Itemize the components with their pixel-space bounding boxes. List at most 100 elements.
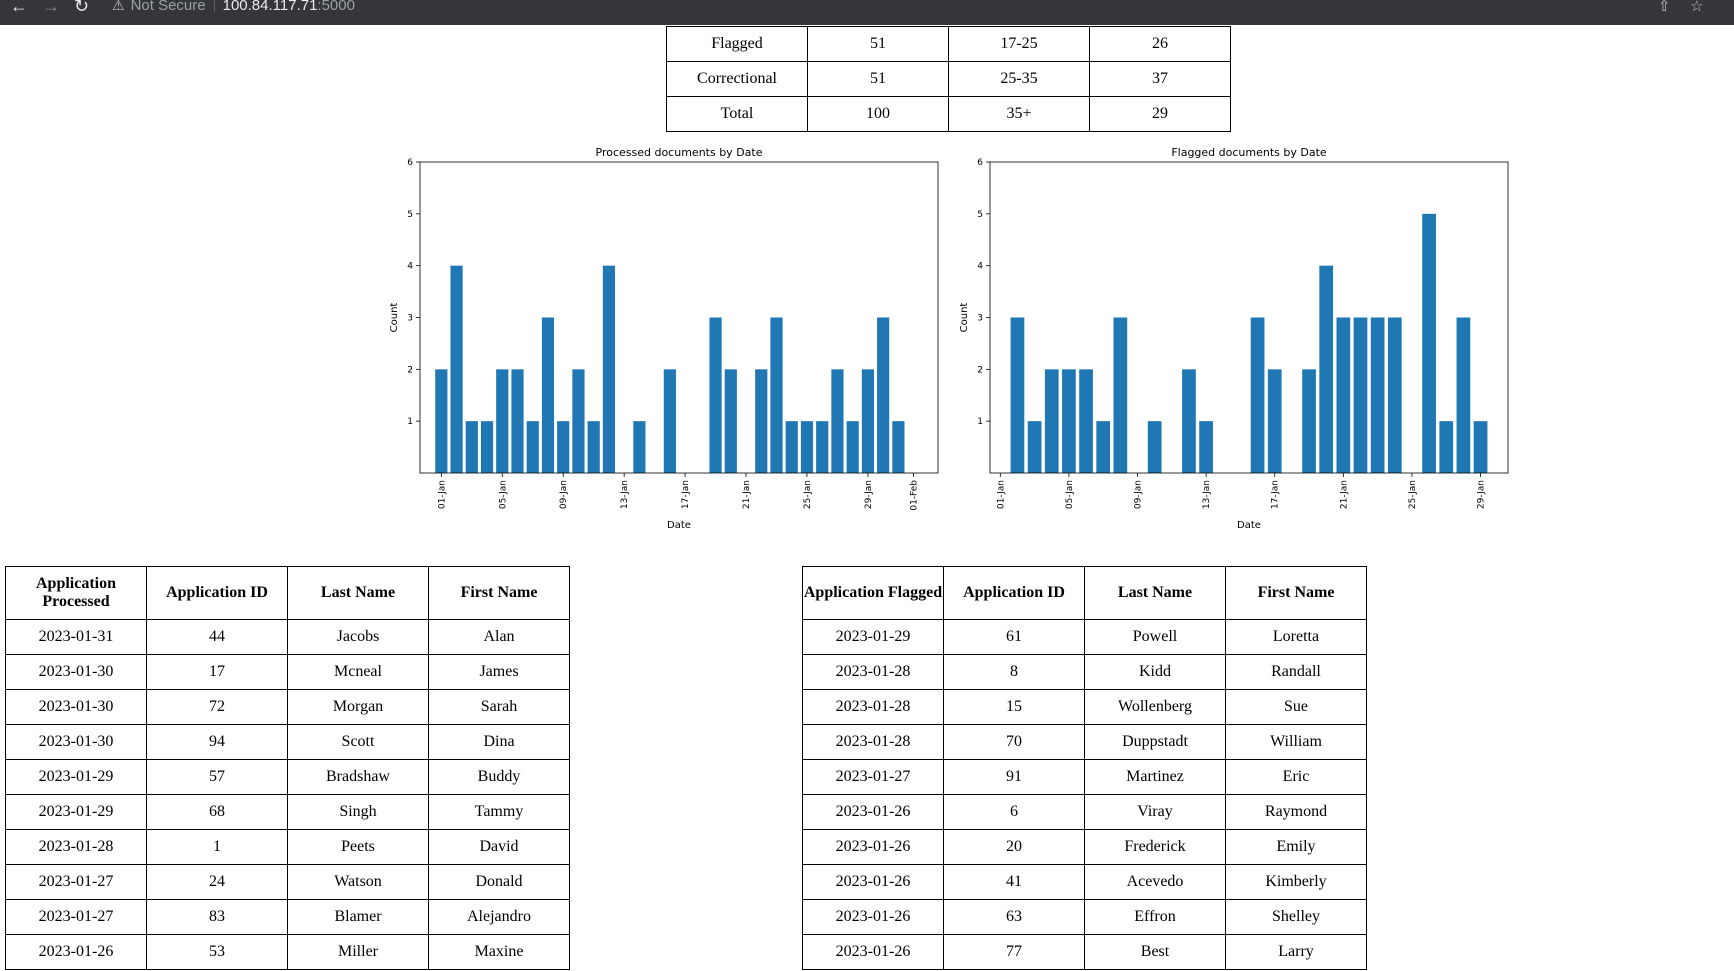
bar [1422,213,1436,473]
bar [572,369,585,473]
url-host: 100.84.117.71 [222,0,318,14]
x-tick-label: 17-Jan [681,480,691,509]
table-row: 2023-01-28 70 Duppstadt William [802,724,1367,760]
y-tick-label: 1 [977,417,983,427]
table-row: 2023-01-30 94 Scott Dina [5,724,570,760]
bar [511,369,524,473]
y-tick-label: 4 [977,262,983,272]
table-row: 2023-01-26 77 Best Larry [802,934,1367,970]
table-row: 2023-01-27 83 Blamer Alejandro [5,899,570,935]
table-cell: Randall [1225,654,1367,690]
bar [450,265,463,473]
bar [892,421,905,473]
table-cell: Blamer [287,899,429,935]
bar [1353,317,1368,473]
table-cell: 15 [943,689,1085,725]
table-cell: James [428,654,570,690]
summary-row: Correctional 51 25-35 37 [666,61,1231,97]
column-header[interactable]: Application ID [146,566,288,620]
table-cell: Sarah [428,689,570,725]
column-header[interactable]: Application Processed [5,566,147,620]
share-icon[interactable]: ⇧ [1658,0,1671,15]
x-tick-label: 29-Jan [1477,480,1487,509]
bar [1250,317,1265,473]
chart-title: Flagged documents by Date [1171,146,1327,159]
address-bar[interactable]: ⚠ Not Secure 100.84.117.71:5000 [112,0,355,19]
table-cell: 51 [807,26,949,62]
table-cell: 2023-01-26 [802,934,944,970]
table-row: 2023-01-29 57 Bradshaw Buddy [5,759,570,795]
x-tick-label: 21-Jan [742,480,752,509]
table-cell: 68 [146,794,288,830]
table-cell: 20 [943,829,1085,865]
table-cell: Effron [1084,899,1226,935]
table-cell: Powell [1084,619,1226,655]
security-status[interactable]: Not Secure [130,0,206,14]
table-cell: 77 [943,934,1085,970]
table-row: 2023-01-28 8 Kidd Randall [802,654,1367,690]
bar [526,421,539,473]
x-tick-label: 29-Jan [864,480,874,509]
table-cell: Peets [287,829,429,865]
y-tick-label: 3 [407,314,413,324]
table-header-row: Application Processed Application ID Last … [5,566,570,620]
table-cell: 2023-01-29 [802,619,944,655]
table-cell: 83 [146,899,288,935]
column-header[interactable]: Last Name [1084,566,1226,620]
table-cell: Donald [428,864,570,900]
url-port: :5000 [317,0,355,14]
table-row: 2023-01-29 61 Powell Loretta [802,619,1367,655]
y-tick-label: 1 [407,417,413,427]
table-cell: 2023-01-28 [802,654,944,690]
table-header-row: Application Flagged Application ID Last Na… [802,566,1367,620]
column-header[interactable]: First Name [1225,566,1367,620]
column-header[interactable]: First Name [428,566,570,620]
y-axis-label: Count [389,303,400,333]
bar [1147,421,1162,473]
table-cell: 6 [943,794,1085,830]
x-axis-label: Date [667,520,691,531]
table-cell: 2023-01-27 [802,759,944,795]
y-tick-label: 6 [977,158,983,168]
table-body: 2023-01-31 44 Jacobs Alan 2023-01-30 17 Mcneal… [5,619,570,970]
summary-table: Flagged 51 17-25 26 Correctional 51 25-35 37 Tot… [666,26,1231,132]
bar [435,369,448,473]
x-tick-label: 17-Jan [1271,480,1281,509]
x-tick-label: 01-Jan [996,480,1006,509]
bar [587,421,600,473]
bar [755,369,768,473]
address-separator [213,0,215,12]
table-cell: 2023-01-29 [5,759,147,795]
table-cell: 53 [146,934,288,970]
x-tick-label: 05-Jan [498,480,508,509]
table-row: 2023-01-26 53 Miller Maxine [5,934,570,970]
bar [1079,369,1093,473]
x-tick-label: 13-Jan [1202,480,1212,509]
x-tick-label: 09-Jan [559,480,569,509]
warning-icon: ⚠ [112,0,125,13]
column-header[interactable]: Application ID [943,566,1085,620]
table-cell: 2023-01-27 [5,899,147,935]
table-cell: 35+ [948,96,1090,132]
table-cell: David [428,829,570,865]
table-cell: 26 [1089,26,1231,62]
table-cell: 61 [943,619,1085,655]
table-row: 2023-01-26 41 Acevedo Kimberly [802,864,1367,900]
column-header[interactable]: Last Name [287,566,429,620]
bar [1302,369,1316,473]
bar [1113,317,1128,473]
table-cell: 8 [943,654,1085,690]
table-cell: Larry [1225,934,1367,970]
column-header[interactable]: Application Flagged [802,566,944,620]
processed-documents-chart: Processed documents by Date 1 2 3 4 5 6 01-Jan 0… [389,146,939,531]
table-cell: 44 [146,619,288,655]
table-cell: 2023-01-26 [802,829,944,865]
table-cell: Kimberly [1225,864,1367,900]
table-cell: Alan [428,619,570,655]
table-cell: Flagged [666,26,808,62]
table-cell: Maxine [428,934,570,970]
table-cell: 2023-01-26 [5,934,147,970]
bar [846,421,859,473]
bookmark-star-icon[interactable]: ☆ [1690,0,1704,15]
bar [1267,369,1282,473]
